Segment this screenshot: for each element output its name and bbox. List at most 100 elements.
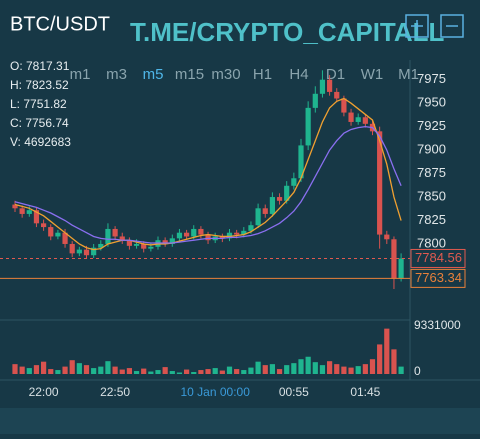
timeframe-tab[interactable]: m30 bbox=[211, 66, 240, 83]
timeframe-tab[interactable]: M1 bbox=[398, 66, 419, 83]
ohlc-info: V: 4692683 bbox=[10, 135, 71, 149]
candle-body bbox=[234, 232, 240, 235]
volume-bar bbox=[126, 368, 132, 374]
candle-body bbox=[198, 228, 204, 235]
volume-bar bbox=[162, 367, 168, 374]
volume-bar bbox=[219, 370, 225, 374]
candle-body bbox=[148, 246, 154, 249]
candle-body bbox=[119, 236, 125, 241]
candle-body bbox=[76, 249, 82, 254]
volume-bar bbox=[291, 363, 297, 374]
timeframe-tab[interactable]: m1 bbox=[70, 66, 91, 83]
candle-body bbox=[241, 230, 247, 235]
volume-bar bbox=[355, 366, 361, 374]
candle-body bbox=[298, 145, 304, 179]
ohlc-info: L: 7751.82 bbox=[10, 97, 67, 111]
volume-bar bbox=[312, 362, 318, 374]
candle-body bbox=[112, 228, 118, 237]
ohlc-info: C: 7756.74 bbox=[10, 116, 69, 130]
candle-body bbox=[226, 232, 233, 239]
candle-body bbox=[284, 185, 290, 201]
volume-bar bbox=[55, 370, 61, 374]
candle-body bbox=[291, 178, 297, 186]
y-tick-label: 7800 bbox=[417, 235, 446, 250]
y-tick-label: 7925 bbox=[417, 118, 446, 133]
candle-body bbox=[341, 98, 347, 113]
volume-bar bbox=[398, 366, 404, 374]
timeframe-tab[interactable]: W1 bbox=[361, 66, 384, 83]
y-tick-label: 7900 bbox=[417, 142, 446, 157]
candle-body bbox=[48, 227, 54, 237]
volume-bar bbox=[362, 364, 368, 374]
volume-bar bbox=[169, 371, 175, 374]
candle-body bbox=[391, 239, 397, 279]
moving-average bbox=[14, 97, 402, 251]
timeframe-tab[interactable]: m15 bbox=[175, 66, 204, 83]
y-tick-label: 7875 bbox=[417, 165, 446, 180]
candle-body bbox=[334, 91, 340, 99]
candle-body bbox=[327, 79, 333, 92]
button-frame[interactable] bbox=[405, 14, 429, 38]
candle-body bbox=[126, 240, 132, 246]
volume-bar bbox=[298, 359, 304, 374]
volume-bar bbox=[198, 370, 204, 374]
candle-body bbox=[141, 243, 147, 249]
y-tick-label: 7850 bbox=[417, 188, 446, 203]
candle-body bbox=[191, 228, 197, 237]
candle-body bbox=[26, 210, 32, 214]
candle-body bbox=[305, 107, 311, 146]
volume-bar bbox=[334, 364, 340, 374]
x-tick-label: 00:55 bbox=[279, 385, 309, 399]
symbol: BTC/USDT bbox=[10, 13, 110, 35]
price-label: 7763.34 bbox=[415, 270, 462, 285]
ohlc-info: H: 7823.52 bbox=[10, 78, 69, 92]
button-frame[interactable] bbox=[440, 14, 464, 38]
volume-bar bbox=[176, 372, 183, 374]
candle-body bbox=[69, 243, 75, 254]
volume-bar bbox=[369, 359, 376, 374]
volume-bar bbox=[255, 361, 261, 374]
volume-bar bbox=[212, 368, 218, 374]
volume-bar bbox=[33, 365, 40, 374]
moving-average bbox=[14, 125, 402, 244]
volume-bar bbox=[269, 364, 275, 374]
timeframe-tab[interactable]: m5 bbox=[143, 66, 164, 83]
y-tick-label: 7825 bbox=[417, 212, 446, 227]
price-label: 7784.56 bbox=[415, 250, 462, 265]
price-label-box bbox=[410, 268, 466, 288]
volume-bar bbox=[133, 371, 140, 374]
footer-bar bbox=[0, 408, 480, 434]
volume-bar bbox=[384, 328, 390, 374]
candle-body bbox=[133, 243, 140, 246]
zoom-in-button[interactable] bbox=[405, 14, 429, 38]
candle-body bbox=[319, 79, 326, 94]
volume-bar bbox=[241, 370, 247, 374]
volume-bar bbox=[119, 369, 125, 374]
candle-body bbox=[98, 243, 104, 248]
candle-body bbox=[348, 112, 354, 122]
candle-body bbox=[355, 117, 361, 122]
y-tick-label: 7950 bbox=[417, 95, 446, 110]
watermark: T.ME/CRYPTO_CAPITALL bbox=[130, 17, 445, 47]
timeframe-tab[interactable]: D1 bbox=[326, 66, 345, 83]
ohlc-info: O: 7817.31 bbox=[10, 59, 70, 73]
volume-bar bbox=[226, 366, 233, 374]
plus-icon[interactable] bbox=[411, 20, 423, 32]
zoom-out-button[interactable] bbox=[440, 14, 464, 38]
timeframe-tab[interactable]: H1 bbox=[253, 66, 272, 83]
timeframe-tab[interactable]: m3 bbox=[106, 66, 127, 83]
candle-body bbox=[169, 238, 175, 244]
volume-bar bbox=[284, 365, 290, 374]
candle-body bbox=[162, 240, 168, 244]
timeframe-tab[interactable]: H4 bbox=[289, 66, 308, 83]
volume-bar bbox=[12, 364, 18, 374]
candle-body bbox=[384, 234, 390, 240]
candle-body bbox=[55, 232, 61, 237]
volume-bar bbox=[348, 367, 354, 374]
candle-body bbox=[262, 208, 268, 214]
volume-bar bbox=[305, 356, 311, 374]
volume-bar bbox=[155, 370, 161, 374]
candle-body bbox=[184, 232, 190, 237]
candle-body bbox=[362, 117, 368, 124]
